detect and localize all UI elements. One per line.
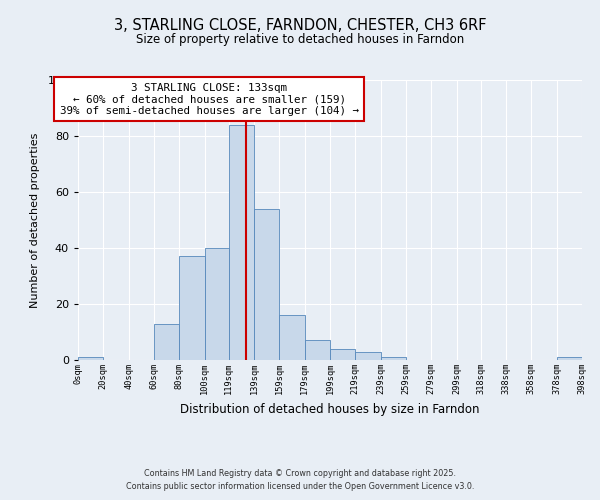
Y-axis label: Number of detached properties: Number of detached properties (29, 132, 40, 308)
Bar (557, 357, 582, 360)
Text: Contains HM Land Registry data © Crown copyright and database right 2025.: Contains HM Land Registry data © Crown c… (144, 468, 456, 477)
X-axis label: Distribution of detached houses by size in Farndon: Distribution of detached houses by size … (180, 402, 480, 415)
Bar (280, 315, 305, 360)
Bar (380, 357, 406, 360)
Bar (229, 125, 254, 360)
Bar (355, 352, 380, 360)
Bar (205, 248, 229, 360)
Bar (179, 256, 205, 360)
Text: Size of property relative to detached houses in Farndon: Size of property relative to detached ho… (136, 32, 464, 46)
Bar (78, 357, 103, 360)
Bar (330, 349, 355, 360)
Bar (305, 340, 330, 360)
Text: Contains public sector information licensed under the Open Government Licence v3: Contains public sector information licen… (126, 482, 474, 491)
Bar (254, 209, 280, 360)
Text: 3 STARLING CLOSE: 133sqm
← 60% of detached houses are smaller (159)
39% of semi-: 3 STARLING CLOSE: 133sqm ← 60% of detach… (59, 83, 359, 116)
Text: 3, STARLING CLOSE, FARNDON, CHESTER, CH3 6RF: 3, STARLING CLOSE, FARNDON, CHESTER, CH3… (114, 18, 486, 32)
Bar (154, 324, 179, 360)
